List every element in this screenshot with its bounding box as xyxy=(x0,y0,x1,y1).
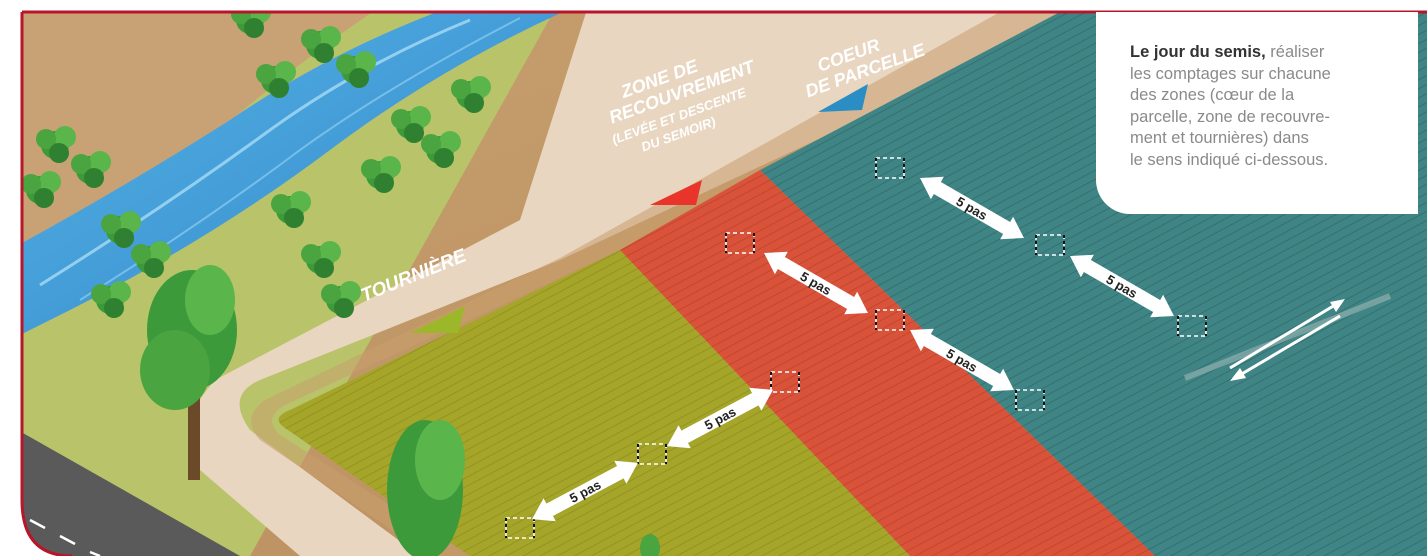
info-line-1: réaliser xyxy=(1265,43,1325,61)
info-lead: Le jour du semis, xyxy=(1130,43,1266,61)
marker-tourniere-icon xyxy=(410,306,465,333)
tree-large-bottom xyxy=(387,420,660,556)
info-box: Le jour du semis, réaliser les comptages… xyxy=(1096,12,1418,214)
headland-path xyxy=(188,12,1100,556)
road xyxy=(22,420,240,556)
info-line-6: le sens indiqué ci-dessous. xyxy=(1130,150,1329,169)
info-line-2: les comptages sur chacune xyxy=(1130,64,1331,83)
direction-arrows xyxy=(1183,293,1392,381)
marker-recouvrement-icon xyxy=(650,180,702,205)
zone-recouvrement xyxy=(620,170,1155,556)
label-recouvrement: ZONE DE RECOUVREMENT (LEVÉE ET DESCENTE … xyxy=(606,55,759,154)
marker-coeur-icon xyxy=(818,84,868,112)
tree-large-left xyxy=(140,265,237,480)
info-line-5: ment et tournières) dans xyxy=(1130,129,1309,147)
info-line-4: parcelle, zone de recouvre- xyxy=(1130,107,1330,126)
info-line-3: des zones (cœur de la xyxy=(1130,86,1295,104)
